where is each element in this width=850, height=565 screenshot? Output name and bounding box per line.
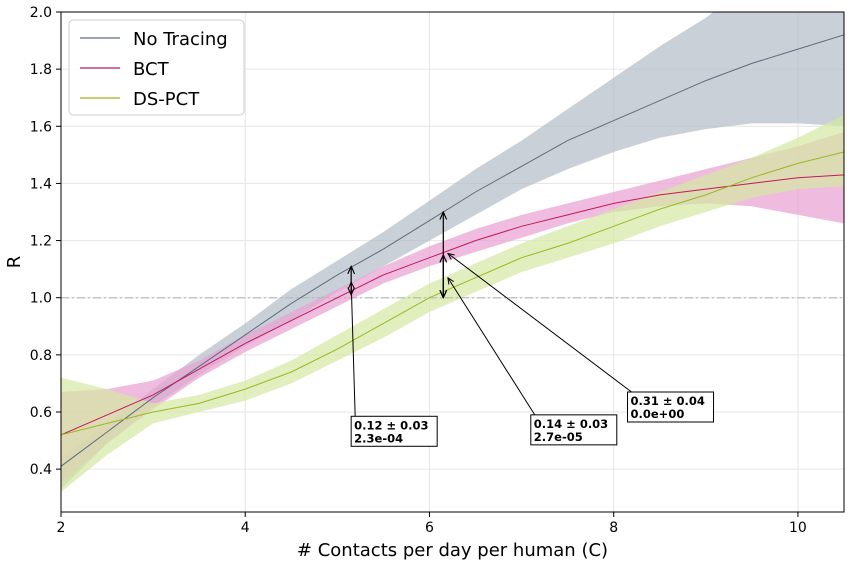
y-tick-label: 0.4 [30,462,52,478]
legend: No Tracing BCT DS-PCT [68,19,245,116]
annotation-box [627,391,715,423]
annotation-pvalue: 0.0e+00 [631,407,685,421]
y-tick-label: 1.2 [30,234,52,250]
annotation-value: 0.31 ± 0.04 [631,394,705,408]
annotations: 0.12 ± 0.032.3e-040.14 ± 0.032.7e-050.31… [350,253,715,447]
annotation-value: 0.14 ± 0.03 [534,417,608,431]
annotation-leader [351,282,356,417]
y-tick-label: 1.6 [30,119,52,135]
x-tick-label: 4 [241,520,250,536]
annotation-leader [448,278,536,416]
annotation-value: 0.12 ± 0.03 [354,418,428,432]
x-tick-label: 2 [57,520,66,536]
plot-frame [60,11,845,513]
annotation: 0.12 ± 0.032.3e-04 [350,282,438,447]
y-tick-label: 2.0 [30,5,52,21]
annotation-box [530,414,618,446]
y-tick-label: 1.0 [30,291,52,307]
series-line-bct [61,174,844,436]
x-tick-label: 8 [609,520,618,536]
y-tick-label: 0.8 [30,348,52,364]
series-lines [61,34,844,467]
series-line-no-tracing [61,34,844,467]
annotation-leader [448,253,632,393]
y-tick-label: 1.8 [30,62,52,78]
band-ds-pct [61,114,844,493]
y-axis-label: R [4,256,25,269]
annotation-box [350,415,438,447]
legend-box [68,19,245,116]
legend-label: DS-PCT [133,89,200,110]
axis-ticks: 2 4 6 8 10 0.4 0.6 0.8 1.0 1.2 1.4 1.6 1.8 2.0 [30,5,807,536]
legend-label: No Tracing [133,29,228,50]
annotation: 0.31 ± 0.040.0e+00 [448,253,715,423]
series-line-ds-pct [61,151,844,436]
annotation: 0.14 ± 0.032.7e-05 [448,278,618,446]
annotation-pvalue: 2.7e-05 [534,430,583,444]
annotation-pvalue: 2.3e-04 [354,431,403,445]
confidence-bands [61,12,844,493]
y-tick-label: 1.4 [30,176,52,192]
x-tick-label: 6 [425,520,434,536]
x-axis-label: # Contacts per day per human (C) [297,540,608,561]
y-tick-label: 0.6 [30,405,52,421]
band-no-tracing [61,12,844,490]
legend-label: BCT [133,59,170,80]
x-tick-label: 10 [789,520,807,536]
